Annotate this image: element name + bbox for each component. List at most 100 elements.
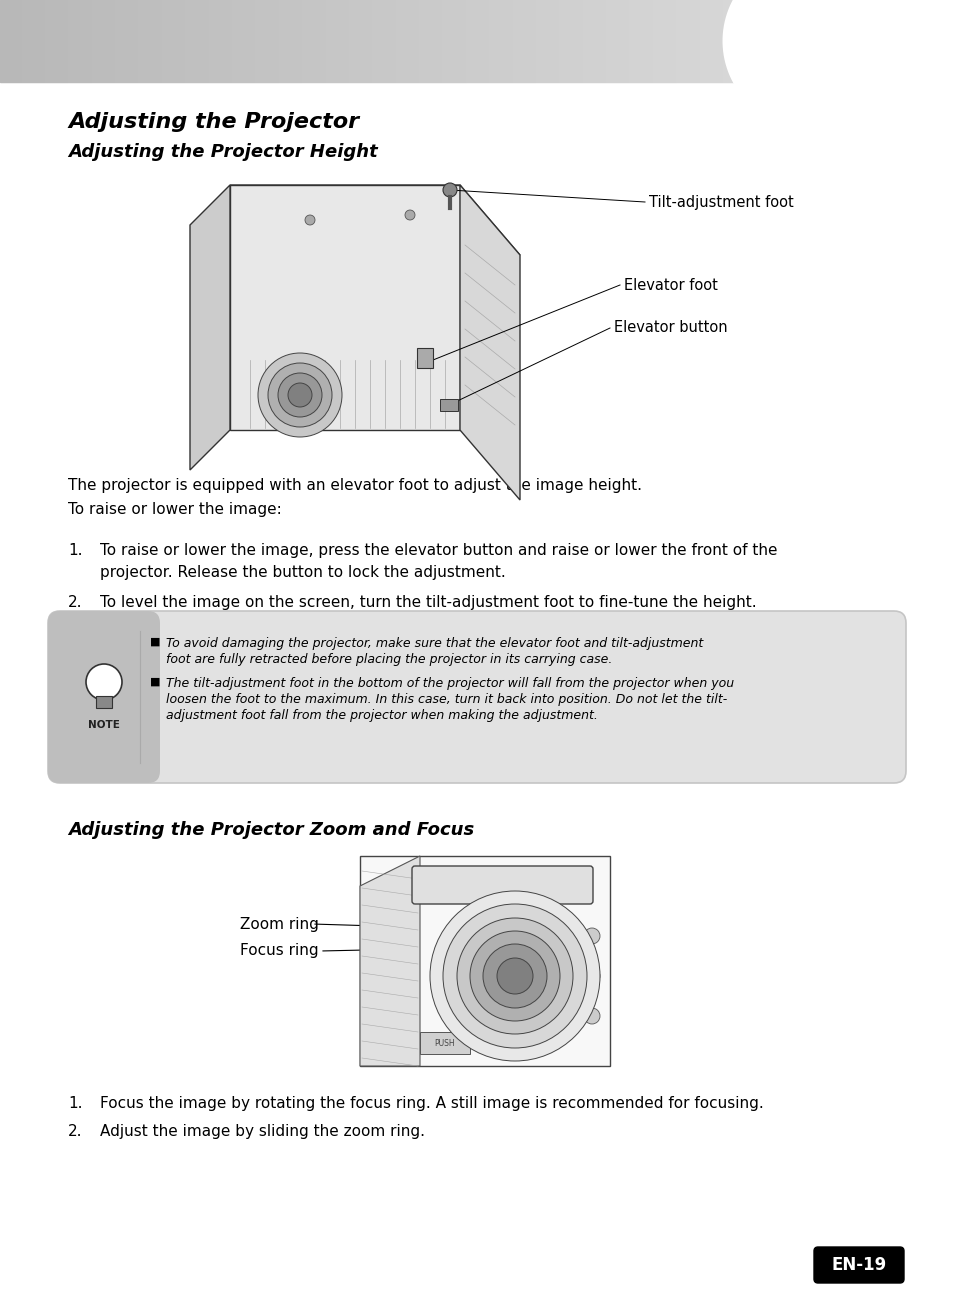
Bar	[778, 0, 779, 82]
Bar	[636, 0, 637, 82]
Bar	[21, 0, 22, 82]
Bar	[729, 0, 730, 82]
Bar	[301, 0, 302, 82]
Bar	[946, 0, 947, 82]
Bar	[45, 0, 46, 82]
Bar	[763, 0, 764, 82]
Bar	[332, 0, 333, 82]
Bar	[165, 0, 166, 82]
Bar	[240, 0, 241, 82]
Bar	[693, 0, 695, 82]
Bar	[807, 0, 808, 82]
Circle shape	[257, 353, 341, 437]
Bar	[633, 0, 634, 82]
Bar	[410, 0, 411, 82]
Bar	[758, 0, 759, 82]
Bar	[123, 0, 124, 82]
Bar	[110, 0, 111, 82]
Bar	[30, 0, 32, 82]
Bar	[524, 0, 525, 82]
Bar	[140, 0, 141, 82]
Bar	[241, 0, 242, 82]
Bar	[156, 0, 157, 82]
Bar	[513, 0, 514, 82]
Bar	[86, 0, 87, 82]
Bar	[460, 0, 461, 82]
Bar	[588, 0, 589, 82]
Circle shape	[86, 664, 122, 700]
Bar	[0, 0, 1, 82]
Bar	[824, 0, 825, 82]
Bar	[560, 0, 561, 82]
Bar	[130, 0, 131, 82]
Bar	[730, 0, 731, 82]
Bar	[143, 0, 144, 82]
Bar	[855, 0, 856, 82]
Bar	[559, 0, 560, 82]
Bar	[209, 0, 210, 82]
Bar	[384, 0, 385, 82]
Bar	[192, 0, 193, 82]
Text: To raise or lower the image:: To raise or lower the image:	[68, 502, 281, 516]
Bar	[467, 0, 468, 82]
Bar	[435, 0, 436, 82]
Bar	[346, 0, 347, 82]
Bar	[675, 0, 676, 82]
Bar	[654, 0, 655, 82]
Bar	[256, 0, 257, 82]
Bar	[865, 0, 866, 82]
Circle shape	[456, 919, 573, 1034]
Bar	[51, 0, 52, 82]
Bar	[458, 0, 459, 82]
Bar	[767, 0, 768, 82]
Circle shape	[288, 382, 312, 407]
Bar	[810, 0, 811, 82]
Bar	[760, 0, 761, 82]
Bar	[185, 0, 186, 82]
Bar	[631, 0, 633, 82]
Bar	[29, 0, 30, 82]
Bar	[507, 0, 509, 82]
Bar	[365, 0, 366, 82]
Bar	[825, 0, 826, 82]
Bar	[572, 0, 573, 82]
Bar	[597, 0, 598, 82]
Bar	[335, 0, 336, 82]
Bar	[765, 0, 766, 82]
Bar	[493, 0, 494, 82]
Circle shape	[405, 209, 415, 220]
Bar	[539, 0, 540, 82]
Bar	[327, 0, 328, 82]
Bar	[661, 0, 662, 82]
Bar	[752, 0, 753, 82]
Text: Adjusting the Projector Height: Adjusting the Projector Height	[68, 143, 377, 161]
Circle shape	[442, 904, 586, 1049]
Bar	[449, 0, 450, 82]
Bar	[417, 0, 418, 82]
Bar	[379, 0, 380, 82]
Bar	[50, 0, 51, 82]
Bar	[106, 0, 107, 82]
Bar	[111, 0, 112, 82]
Bar	[131, 0, 132, 82]
Polygon shape	[230, 185, 519, 255]
Bar	[788, 0, 789, 82]
Text: Adjusting the Projector Zoom and Focus: Adjusting the Projector Zoom and Focus	[68, 821, 474, 839]
Bar	[442, 0, 443, 82]
Bar	[506, 0, 507, 82]
Bar	[409, 0, 410, 82]
Bar	[781, 0, 782, 82]
Bar	[711, 0, 712, 82]
Bar	[392, 0, 393, 82]
Bar	[366, 0, 367, 82]
Bar	[895, 0, 896, 82]
Bar	[481, 0, 482, 82]
Bar	[391, 0, 392, 82]
Bar	[607, 0, 608, 82]
Bar	[619, 0, 620, 82]
Bar	[909, 0, 910, 82]
Bar	[580, 0, 581, 82]
Bar	[129, 0, 130, 82]
Bar	[324, 0, 325, 82]
Bar	[717, 0, 718, 82]
